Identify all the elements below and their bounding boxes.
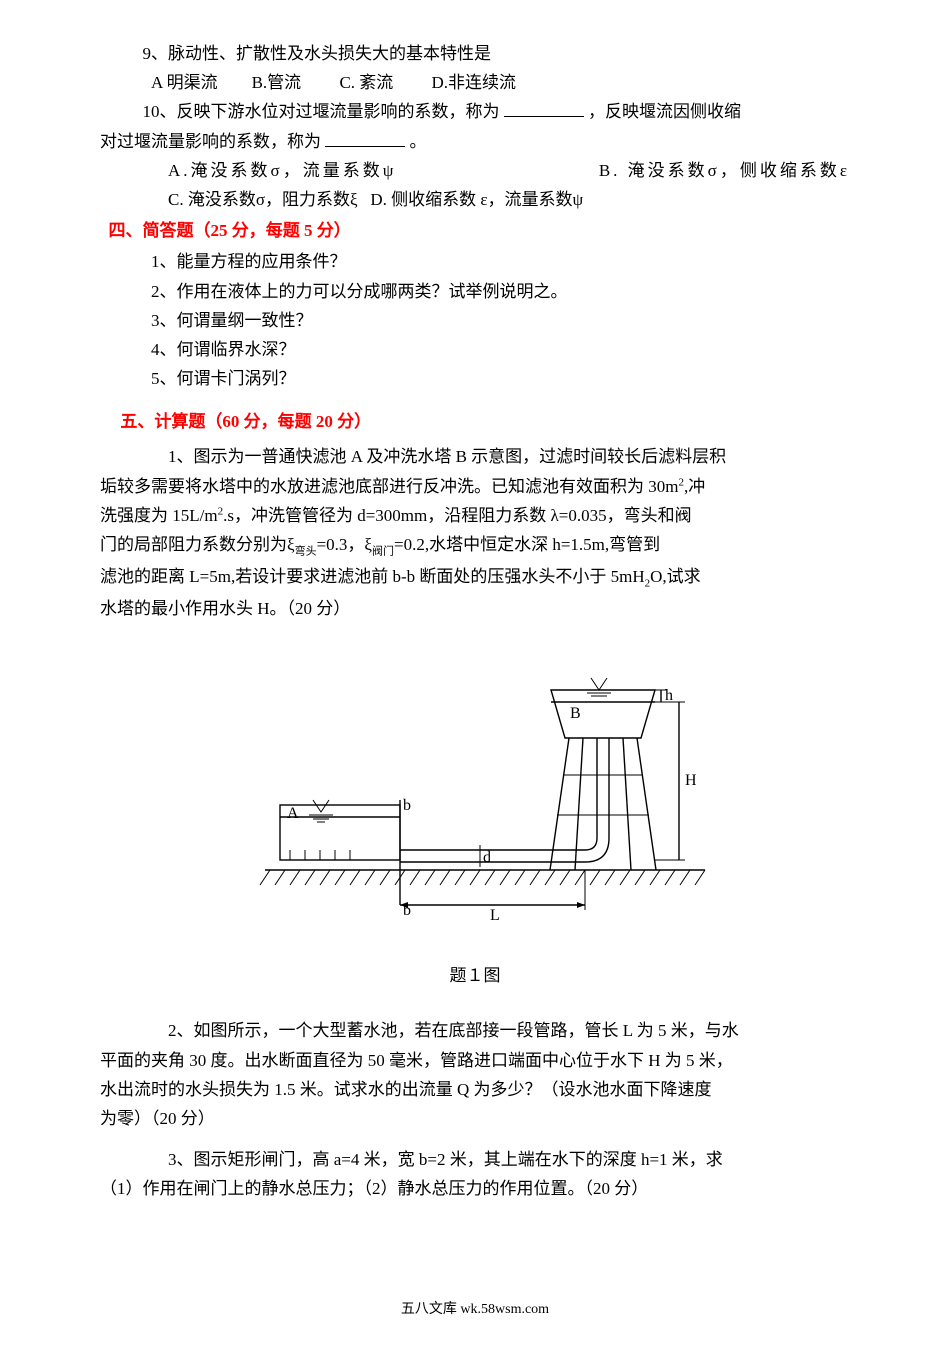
s5-p1b-post: ,冲	[684, 477, 705, 496]
s4-q1: 1、能量方程的应用条件？	[100, 248, 850, 275]
q10-stem3: 对过堰流量影响的系数，称为	[100, 132, 321, 151]
page-footer: 五八文库 wk.58wsm.com	[0, 1299, 950, 1321]
s5-p3b: （1）作用在闸门上的静水总压力；（2）静水总压力的作用位置。（20 分）	[100, 1175, 850, 1202]
s5-p3a: 3、图示矩形闸门，高 a=4 米，宽 b=2 米，其上端在水下的深度 h=1 米…	[100, 1146, 850, 1173]
s5-p1a: 1、图示为一普通快滤池 A 及冲洗水塔 B 示意图，过滤时间较长后滤料层积	[100, 443, 850, 470]
s4-q3: 3、何谓量纲一致性？	[100, 307, 850, 334]
fig-label-b: B	[570, 705, 581, 722]
q10-opt-b: B. 淹没系数σ，侧收缩系数ε	[599, 157, 850, 184]
q9-opt-c: C. 紊流	[339, 73, 393, 92]
q10-blank1	[504, 100, 584, 117]
fig-label-H: H	[685, 772, 697, 789]
s5-p1c: 洗强度为 15L/m2.s，冲洗管管径为 d=300mm，沿程阻力系数 λ=0.…	[100, 502, 850, 529]
s4-q5: 5、何谓卡门涡列？	[100, 365, 850, 392]
s4-q2: 2、作用在液体上的力可以分成哪两类？试举例说明之。	[100, 278, 850, 305]
s5-p1e-post: O,试求	[650, 567, 701, 586]
fig-label-l: L	[490, 907, 500, 924]
s5-p1f: 水塔的最小作用水头 H。（20 分）	[100, 595, 850, 622]
s5-p2c: 水出流时的水头损失为 1.5 米。试求水的出流量 Q 为多少？（设水池水面下降速…	[100, 1076, 850, 1103]
section4-title: 四、简答题（25 分，每题 5 分）	[100, 217, 850, 244]
figure1-svg: A B b b d L h H	[235, 640, 715, 950]
s5-p1c-post: .s，冲洗管管径为 d=300mm，沿程阻力系数 λ=0.035，弯头和阀	[223, 506, 691, 525]
fig-label-h: h	[665, 687, 673, 704]
q10-options-ab: A.淹没系数σ，流量系数ψ B. 淹没系数σ，侧收缩系数ε	[100, 157, 850, 184]
s5-p1d: 门的局部阻力系数分别为ξ弯头=0.3，ξ阀门=0.2,水塔中恒定水深 h=1.5…	[100, 531, 850, 561]
sub-wan: 弯头	[295, 545, 317, 557]
section5-title: 五、计算题（60 分，每题 20 分）	[100, 408, 850, 435]
figure1-caption: 题１图	[100, 962, 850, 989]
q10-opt-a: A.淹没系数σ，流量系数ψ	[168, 157, 396, 184]
q9-opt-b: B.管流	[252, 73, 302, 92]
q10-opt-c: C. 淹没系数σ，阻力系数ξ	[168, 190, 358, 209]
sub-fa: 阀门	[372, 545, 394, 557]
s5-p2b: 平面的夹角 30 度。出水断面直径为 50 毫米，管路进口端面中心位于水下 H …	[100, 1047, 850, 1074]
fig-label-b2: b	[403, 902, 411, 919]
q9-opt-a: A 明渠流	[151, 73, 218, 92]
fig-label-b1: b	[403, 797, 411, 814]
q10-blank2	[325, 130, 405, 147]
q10-options-cd: C. 淹没系数σ，阻力系数ξ D. 侧收缩系数 ε，流量系数ψ	[100, 186, 850, 213]
fig-label-a: A	[287, 805, 299, 822]
s5-p1e: 滤池的距离 L=5m,若设计要求进滤池前 b-b 断面处的压强水头不小于 5mH…	[100, 563, 850, 593]
fig-label-d: d	[483, 849, 491, 866]
s5-p1d-pre: 门的局部阻力系数分别为ξ	[100, 535, 295, 554]
s5-p1d-mid1: =0.3，ξ	[317, 535, 372, 554]
q10-stem-line2: 对过堰流量影响的系数，称为 。	[100, 128, 850, 155]
s5-p2a: 2、如图所示，一个大型蓄水池，若在底部接一段管路，管长 L 为 5 米，与水	[100, 1017, 850, 1044]
q9-options: A 明渠流 B.管流 C. 紊流 D.非连续流	[100, 69, 850, 96]
s5-p1d-mid2: =0.2,水塔中恒定水深 h=1.5m,弯管到	[394, 535, 660, 554]
figure1-wrap: A B b b d L h H	[100, 640, 850, 950]
s5-p2d: 为零）（20 分）	[100, 1105, 850, 1132]
s5-p1c-pre: 洗强度为 15L/m	[100, 506, 218, 525]
s4-q4: 4、何谓临界水深？	[100, 336, 850, 363]
q9-opt-d: D.非连续流	[432, 73, 517, 92]
q9-stem: 9、脉动性、扩散性及水头损失大的基本特性是	[100, 40, 850, 67]
q10-stem1: 10、反映下游水位对过堰流量影响的系数，称为	[143, 102, 500, 121]
s5-p1e-pre: 滤池的距离 L=5m,若设计要求进滤池前 b-b 断面处的压强水头不小于 5mH	[100, 567, 645, 586]
s5-p1b-pre: 垢较多需要将水塔中的水放进滤池底部进行反冲洗。已知滤池有效面积为 30m	[100, 477, 678, 496]
q10-stem2: ，反映堰流因侧收缩	[588, 102, 741, 121]
q10-opt-d: D. 侧收缩系数 ε，流量系数ψ	[370, 190, 583, 209]
q10-stem-line1: 10、反映下游水位对过堰流量影响的系数，称为 ，反映堰流因侧收缩	[100, 98, 850, 125]
q10-stem4: 。	[410, 132, 427, 151]
s5-p1b: 垢较多需要将水塔中的水放进滤池底部进行反冲洗。已知滤池有效面积为 30m2,冲	[100, 473, 850, 500]
